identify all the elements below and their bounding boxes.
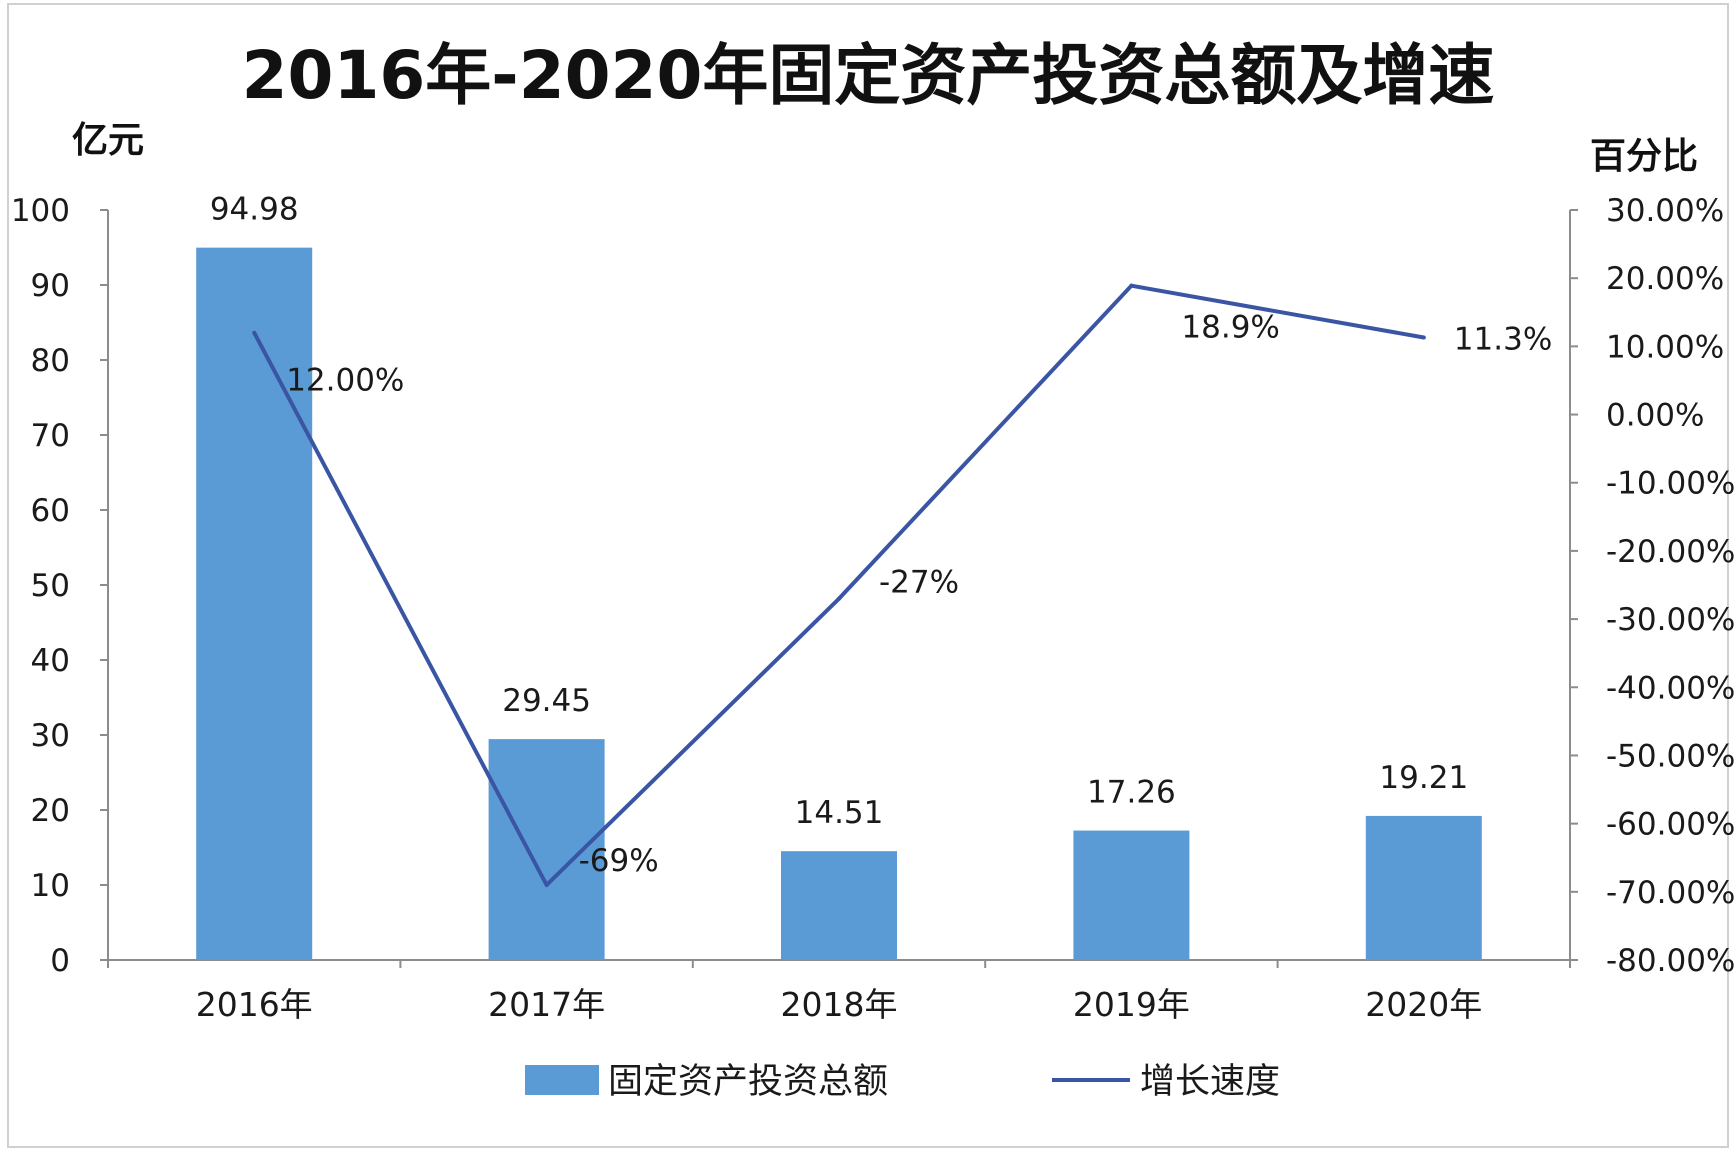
growth-point [544,883,549,887]
bar [781,851,897,960]
right-tick-label: -40.00% [1606,670,1735,706]
left-tick-label: 30 [31,718,70,754]
right-tick-label: 0.00% [1606,398,1704,434]
growth-value-label: 18.9% [1181,310,1279,346]
legend-bar-label: 固定资产投资总额 [608,1062,888,1102]
left-tick-label: 100 [11,193,70,229]
bar-value-label: 29.45 [502,683,591,719]
left-tick-label: 90 [31,268,70,304]
left-tick-label: 70 [31,418,70,454]
bar [1365,815,1482,960]
growth-point [1129,283,1134,288]
right-tick-label: -70.00% [1606,875,1735,911]
growth-value-label: -27% [879,565,959,601]
left-tick-label: 80 [31,343,70,379]
category-label: 2019年 [1073,985,1190,1024]
bar-value-label: 17.26 [1087,775,1176,811]
growth-point [837,596,841,601]
left-tick-label: 20 [31,793,70,829]
legend-line-label: 增长速度 [1140,1062,1280,1102]
legend-bar-swatch [525,1065,599,1095]
category-label: 2017年 [488,985,605,1024]
left-tick-label: 0 [50,943,70,979]
bar [196,247,313,960]
bar-value-label: 14.51 [795,795,884,831]
category-label: 2018年 [781,985,898,1024]
right-tick-label: 30.00% [1606,193,1724,229]
right-tick-label: -80.00% [1606,943,1735,979]
right-tick-label: -60.00% [1606,807,1735,843]
right-tick-label: -50.00% [1606,738,1735,774]
growth-value-label: -69% [579,843,659,879]
right-tick-label: 20.00% [1606,261,1724,297]
growth-value-label: 12.00% [286,363,404,399]
category-label: 2020年 [1365,985,1482,1024]
growth-point [1421,335,1426,340]
right-tick-label: 10.00% [1606,329,1724,365]
right-axis-unit: 百分比 [1590,136,1698,177]
growth-point [252,330,257,335]
chart-title: 2016年-2020年固定资产投资总额及增速 [242,37,1495,114]
left-tick-label: 40 [31,643,70,679]
left-tick-label: 10 [31,868,70,904]
left-tick-label: 50 [31,568,70,604]
right-tick-label: -10.00% [1606,466,1735,502]
bar-value-label: 94.98 [210,192,299,228]
right-tick-label: -20.00% [1606,534,1735,570]
right-tick-label: -30.00% [1606,602,1735,638]
legend: 固定资产投资总额 增长速度 [525,1062,1280,1102]
plot-area: 0 10 20 30 40 50 60 70 80 90 100 -80.00% -70.00% -60.… [11,192,1736,1024]
left-tick-label: 60 [31,493,70,529]
left-axis-unit: 亿元 [72,120,144,161]
category-label: 2016年 [196,985,313,1024]
growth-value-label: 11.3% [1454,322,1552,358]
bar [1073,830,1190,960]
bar-value-label: 19.21 [1379,760,1468,796]
